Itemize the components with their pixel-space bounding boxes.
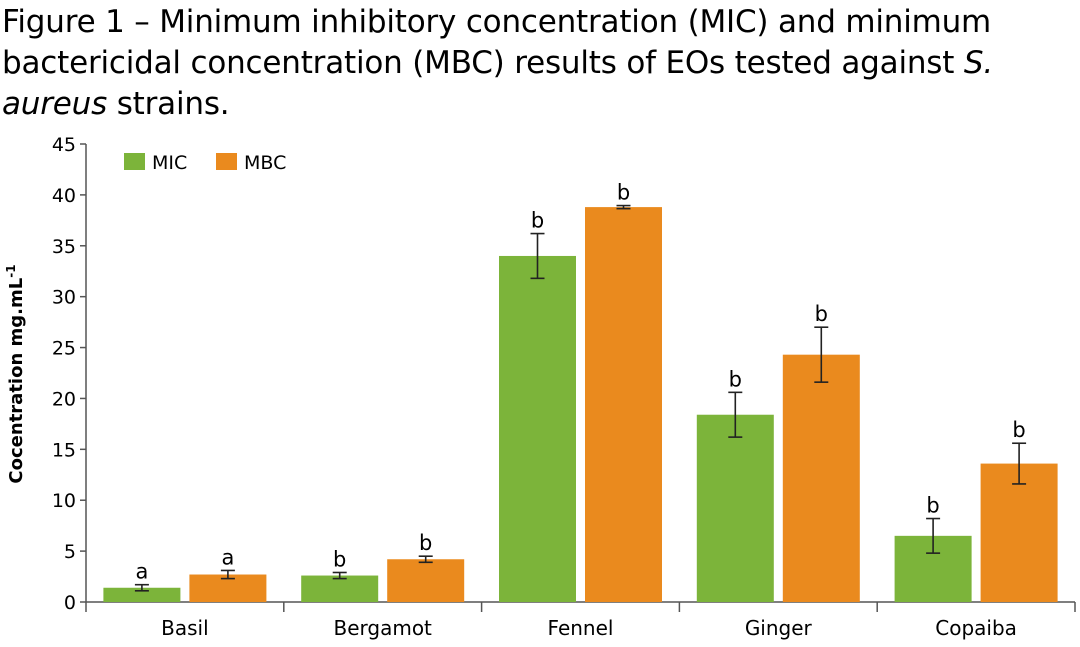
legend-swatch-mbc	[216, 153, 237, 170]
y-tick-label: 20	[52, 388, 76, 410]
bar-mic	[696, 414, 774, 602]
figure-title: Figure 1 – Minimum inhibitory concentrat…	[2, 2, 1077, 125]
x-category-label: Copaiba	[935, 616, 1017, 640]
significance-label: b	[729, 367, 742, 391]
axes: 0 5 10 15 20 25 30 35 40 45 Basil Bergamot Fennel Gin…	[52, 134, 1076, 640]
svg-text:Cocentration mg.mL-1: Cocentration mg.mL-1	[4, 264, 27, 483]
significance-label: b	[617, 181, 630, 205]
figure-title-prefix: Figure 1 – Minimum inhibitory concentrat…	[2, 4, 992, 81]
legend-label-mbc: MBC	[244, 152, 286, 174]
significance-label: b	[815, 302, 828, 326]
y-axis-title-text: Cocentration mg.mL	[6, 278, 27, 484]
bar-mic	[301, 575, 379, 602]
bars: a b b b b a b b b b	[103, 181, 1058, 602]
y-axis-title-superscript: -1	[4, 264, 18, 277]
significance-label: b	[419, 531, 432, 555]
significance-label: a	[221, 545, 234, 569]
x-category-label: Bergamot	[333, 616, 432, 640]
bar-mbc	[387, 559, 465, 602]
x-category-label: Basil	[161, 616, 209, 640]
figure-title-suffix: strains.	[107, 86, 230, 122]
y-tick-label: 35	[52, 236, 76, 258]
y-tick-label: 30	[52, 287, 76, 309]
bar-mic	[103, 587, 181, 602]
legend-swatch-mic	[124, 153, 145, 170]
y-tick-label: 5	[64, 541, 76, 563]
bar-mbc	[782, 354, 860, 602]
y-tick-label: 10	[52, 490, 76, 512]
y-tick-label: 45	[52, 134, 76, 156]
significance-label: b	[333, 547, 346, 571]
y-tick-label: 25	[52, 338, 76, 360]
legend: MIC MBC	[124, 152, 286, 174]
figure-title-species: S. aureus	[2, 45, 994, 122]
significance-label: b	[531, 209, 544, 233]
bar-mbc	[585, 207, 662, 602]
legend-label-mic: MIC	[152, 152, 187, 174]
bar-mbc	[980, 463, 1058, 602]
bar-mic	[499, 255, 576, 602]
y-tick-label: 15	[52, 439, 76, 461]
y-tick-label: 40	[52, 185, 76, 207]
y-axis-title: Cocentration mg.mL-1	[4, 264, 27, 483]
y-tick-label: 0	[64, 592, 76, 614]
significance-label: a	[135, 560, 148, 584]
x-category-label: Ginger	[745, 616, 813, 640]
significance-label: b	[1012, 418, 1025, 442]
x-category-label: Fennel	[548, 616, 614, 640]
significance-label: b	[926, 494, 939, 518]
